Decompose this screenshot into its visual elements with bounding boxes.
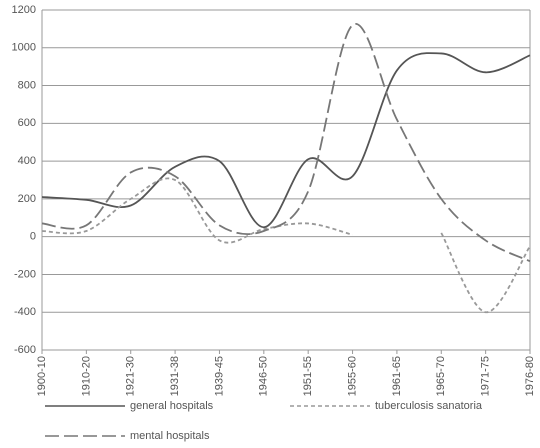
y-tick-label: 0	[30, 231, 36, 243]
x-tick-label: 1955-60	[346, 356, 358, 396]
y-tick-label: 1200	[12, 4, 36, 16]
y-tick-label: 800	[18, 79, 36, 91]
y-tick-label: -200	[14, 268, 36, 280]
series-line	[41, 23, 531, 263]
x-tick-label: 1939-45	[213, 356, 225, 396]
y-tick-label: 1000	[12, 42, 36, 54]
y-tick-label: -400	[14, 306, 36, 318]
y-tick-label: 600	[18, 117, 36, 129]
x-tick-label: 1946-50	[258, 356, 270, 396]
x-tick-label: 1910-20	[80, 356, 92, 396]
y-tick-label: -600	[14, 344, 36, 356]
legend-label: general hospitals	[130, 400, 214, 412]
x-tick-label: 1931-38	[169, 356, 181, 396]
y-tick-label: 400	[18, 155, 36, 167]
x-tick-label: 1921-30	[125, 356, 137, 396]
x-tick-label: 1961-65	[391, 356, 403, 396]
series-line	[41, 177, 531, 314]
legend-label: tuberculosis sanatoria	[375, 400, 483, 412]
x-tick-label: 1976-80	[524, 356, 536, 396]
legend-label: mental hospitals	[130, 430, 210, 442]
x-tick-label: 1900-10	[36, 356, 48, 396]
x-tick-label: 1965-70	[435, 356, 447, 396]
series-line	[41, 52, 531, 229]
x-tick-label: 1971-75	[480, 356, 492, 396]
x-tick-label: 1951-55	[302, 356, 314, 396]
y-tick-label: 200	[18, 193, 36, 205]
